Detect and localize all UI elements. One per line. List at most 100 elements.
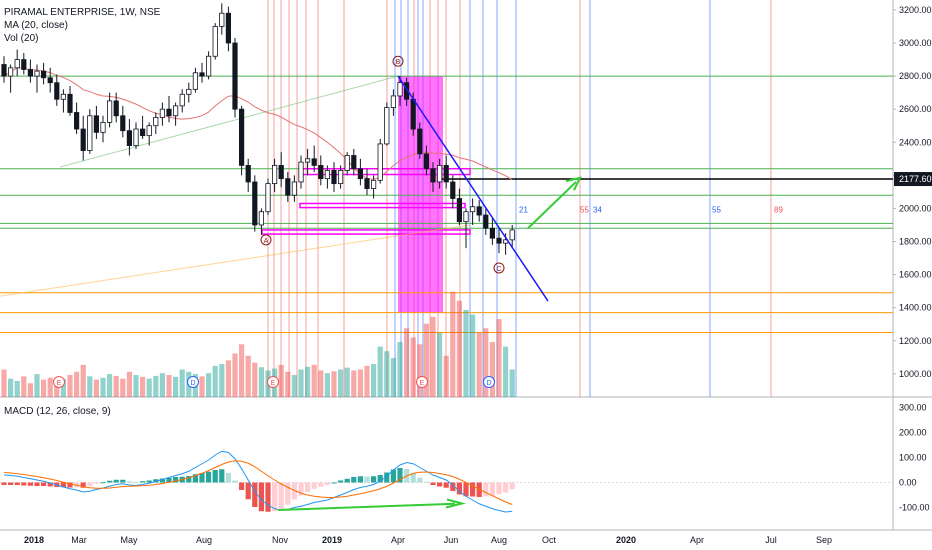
macd-histogram-bar bbox=[437, 482, 443, 487]
volume-bar bbox=[146, 378, 152, 397]
volume-bar bbox=[509, 369, 515, 397]
volume-bar bbox=[404, 328, 410, 397]
volume-bar bbox=[120, 378, 126, 397]
macd-histogram-bar bbox=[377, 475, 383, 483]
candle-body bbox=[364, 178, 370, 189]
time-tick-label: Jun bbox=[444, 535, 459, 545]
macd-histogram-bar bbox=[318, 482, 324, 487]
price-tick-label: 1200.00 bbox=[899, 336, 932, 346]
long-trendline-green bbox=[59, 75, 399, 168]
volume-bar bbox=[344, 367, 350, 397]
candle-body bbox=[146, 125, 152, 137]
macd-histogram-bar bbox=[186, 476, 192, 483]
fib-count-label: 89 bbox=[774, 206, 783, 215]
time-tick-label: Aug bbox=[196, 535, 212, 545]
wave-marker bbox=[260, 234, 272, 246]
candle-body bbox=[80, 128, 86, 151]
moving-average-line bbox=[3, 67, 513, 181]
volume-bar bbox=[318, 370, 324, 397]
volume-bar bbox=[140, 376, 146, 397]
volume-bar bbox=[456, 300, 462, 397]
macd-histogram-bar bbox=[212, 470, 218, 483]
range-channel bbox=[261, 229, 471, 235]
macd-histogram-bar bbox=[60, 482, 66, 488]
fib-count-label: 34 bbox=[593, 206, 602, 215]
candle-body bbox=[258, 211, 265, 226]
candle-body bbox=[107, 100, 113, 123]
volume-indicator-label[interactable]: Vol (20) bbox=[4, 33, 39, 44]
volume-bar bbox=[153, 375, 159, 397]
candle-body bbox=[153, 117, 159, 127]
event-marker bbox=[53, 376, 65, 388]
volume-bar bbox=[93, 379, 99, 397]
time-tick-label: Sep bbox=[816, 535, 832, 545]
time-tick-label: 2018 bbox=[24, 535, 44, 545]
candle-body bbox=[47, 77, 53, 84]
macd-histogram-bar bbox=[298, 482, 304, 496]
volume-bar bbox=[80, 364, 86, 397]
volume-bar bbox=[107, 374, 113, 397]
macd-histogram-bar bbox=[509, 482, 515, 490]
volume-bar bbox=[133, 375, 139, 397]
candle-body bbox=[304, 158, 311, 163]
symbol-title[interactable]: PIRAMAL ENTERPRISE, 1W, NSE bbox=[4, 7, 161, 18]
volume-bar bbox=[14, 380, 20, 397]
fib-count-label: 55 bbox=[580, 206, 589, 215]
projection-arrow bbox=[527, 181, 577, 229]
ma-indicator-label[interactable]: MA (20, close) bbox=[4, 20, 68, 31]
macd-indicator-label[interactable]: MACD (12, 26, close, 9) bbox=[4, 406, 111, 417]
candle-body bbox=[225, 12, 231, 44]
candle-body bbox=[324, 169, 331, 180]
candle-body bbox=[278, 165, 284, 180]
macd-histogram-bar bbox=[384, 472, 390, 483]
macd-histogram-bar bbox=[126, 481, 132, 483]
time-tick-label: 2020 bbox=[616, 535, 636, 545]
volume-bar bbox=[74, 371, 80, 397]
wave-marker bbox=[392, 55, 404, 67]
candle-body bbox=[496, 237, 502, 244]
candle-body bbox=[100, 122, 106, 133]
price-tick-label: 1800.00 bbox=[899, 237, 932, 247]
candle-body bbox=[126, 130, 132, 146]
macd-histogram-bar bbox=[41, 482, 47, 486]
volume-bar bbox=[212, 365, 218, 397]
candle-body bbox=[318, 165, 324, 180]
volume-bar bbox=[503, 346, 509, 397]
macd-histogram-bar bbox=[34, 482, 40, 486]
volume-bar bbox=[443, 355, 449, 397]
macd-histogram-bar bbox=[331, 482, 337, 484]
time-tick-label: Aug bbox=[491, 535, 507, 545]
volume-bar bbox=[331, 371, 337, 397]
macd-histogram-bar bbox=[285, 482, 291, 505]
macd-histogram-bar bbox=[133, 482, 139, 483]
chart-legend: PIRAMAL ENTERPRISE, 1W, NSE MA (20, clos… bbox=[4, 6, 160, 45]
event-marker bbox=[267, 376, 279, 388]
volume-bar bbox=[476, 332, 482, 397]
volume-bar bbox=[199, 376, 205, 397]
volume-bar bbox=[397, 342, 403, 397]
wave-label: C bbox=[496, 266, 501, 273]
last-price-label: 2177.60 bbox=[899, 174, 932, 184]
time-tick-label: Nov bbox=[272, 535, 289, 545]
candle-body bbox=[238, 108, 245, 166]
macd-histogram-bar bbox=[67, 482, 73, 488]
volume-bar bbox=[278, 364, 284, 397]
signal-line bbox=[3, 460, 513, 505]
volume-bar bbox=[496, 319, 502, 397]
volume-bar bbox=[100, 377, 106, 397]
macd-histogram-bar bbox=[245, 482, 251, 500]
candle-body bbox=[27, 69, 34, 77]
macd-histogram-bar bbox=[278, 482, 284, 509]
candle-body bbox=[456, 198, 463, 223]
macd-histogram-bar bbox=[47, 482, 53, 487]
candle-body bbox=[469, 206, 476, 213]
macd-histogram-bar bbox=[87, 482, 93, 486]
macd-histogram-bar bbox=[192, 474, 198, 483]
macd-histogram-bar bbox=[206, 471, 212, 483]
macd-histogram-bar bbox=[93, 482, 99, 484]
macd-tick-label: 100.00 bbox=[899, 453, 927, 463]
macd-histogram-bar bbox=[232, 480, 238, 483]
candle-body bbox=[34, 70, 40, 77]
volume-bar bbox=[291, 375, 297, 397]
